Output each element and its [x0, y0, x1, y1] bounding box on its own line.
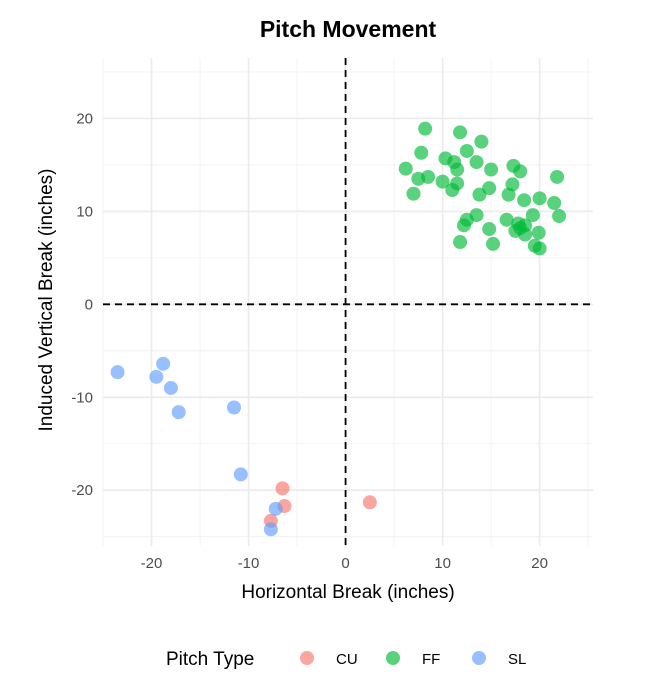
x-tick-label: -20	[141, 555, 163, 572]
data-point-sl	[226, 400, 241, 415]
data-point-ff	[459, 143, 474, 158]
data-point-ff	[484, 162, 499, 177]
legend-key-sl	[472, 651, 486, 665]
legend-key-cu	[300, 651, 314, 665]
data-point-ff	[513, 164, 528, 179]
y-tick-label: -10	[71, 389, 93, 406]
data-point-ff	[435, 174, 450, 189]
x-tick-label: 0	[341, 555, 349, 572]
data-point-ff	[532, 241, 547, 256]
data-point-ff	[445, 182, 460, 197]
data-point-sl	[233, 467, 248, 482]
data-point-sl	[268, 501, 283, 516]
legend-item-sl: SL	[472, 651, 526, 668]
x-tick-label: -10	[238, 555, 260, 572]
data-point-sl	[263, 522, 278, 537]
data-point-ff	[418, 121, 433, 136]
data-point-cu	[362, 495, 377, 510]
data-point-sl	[156, 356, 171, 371]
data-point-ff	[532, 191, 547, 206]
legend-label-ff: FF	[422, 651, 440, 668]
data-point-ff	[406, 186, 421, 201]
series-sl	[110, 356, 283, 537]
data-point-ff	[482, 222, 497, 237]
y-axis-title: Induced Vertical Break (inches)	[36, 169, 57, 432]
legend-key-ff	[386, 651, 400, 665]
data-point-sl	[149, 369, 164, 384]
x-axis-title: Horizontal Break (inches)	[241, 582, 454, 603]
data-point-sl	[171, 405, 186, 420]
data-point-ff	[525, 208, 540, 223]
data-point-ff	[469, 155, 484, 170]
data-point-ff	[456, 218, 471, 233]
legend-item-cu: CU	[300, 651, 358, 668]
data-point-ff	[518, 218, 533, 233]
legend-label-cu: CU	[336, 651, 358, 668]
data-point-ff	[453, 125, 468, 140]
y-tick-label: 10	[76, 203, 93, 220]
data-point-ff	[453, 235, 468, 250]
x-axis-ticks: -20 -10 0 10 20	[141, 555, 548, 572]
y-tick-label: 20	[76, 110, 93, 127]
data-point-ff	[552, 209, 567, 224]
data-point-ff	[472, 187, 487, 202]
data-point-cu	[275, 481, 290, 496]
data-point-ff	[547, 196, 562, 211]
x-tick-label: 10	[434, 555, 451, 572]
y-tick-label: -20	[71, 482, 93, 499]
data-points	[110, 121, 567, 537]
data-point-ff	[517, 193, 532, 208]
data-point-sl	[110, 365, 125, 380]
legend-label-sl: SL	[508, 651, 526, 668]
data-point-sl	[163, 380, 178, 395]
data-point-ff	[450, 162, 465, 177]
data-point-ff	[501, 187, 516, 202]
data-point-ff	[531, 225, 546, 240]
data-point-ff	[550, 169, 565, 184]
data-point-ff	[421, 169, 436, 184]
data-point-ff	[486, 236, 501, 251]
y-axis-ticks: -20 -10 0 10 20	[71, 110, 93, 499]
data-point-ff	[398, 161, 413, 176]
series-ff	[398, 121, 567, 256]
legend: Pitch Type CU FF SL	[166, 649, 526, 670]
x-tick-label: 20	[531, 555, 548, 572]
data-point-ff	[474, 134, 489, 149]
y-tick-label: 0	[85, 296, 93, 313]
reference-lines	[103, 58, 593, 546]
data-point-ff	[414, 145, 429, 160]
chart-title: Pitch Movement	[260, 16, 437, 42]
data-point-ff	[499, 212, 514, 227]
legend-item-ff: FF	[386, 651, 440, 668]
legend-title: Pitch Type	[166, 649, 254, 670]
